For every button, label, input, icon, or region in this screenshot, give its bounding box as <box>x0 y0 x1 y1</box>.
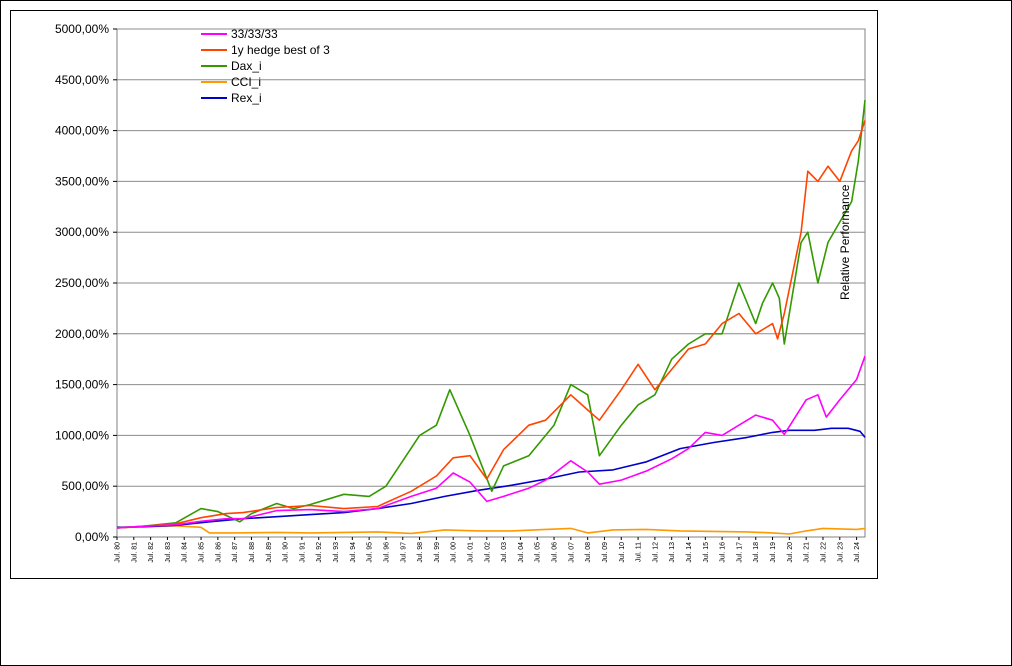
x-tick-label: Jul. 81 <box>131 542 138 563</box>
x-tick-label: Jul. 84 <box>182 542 189 563</box>
legend-label-rex-i: Rex_i <box>231 91 262 105</box>
x-tick-label: Jul. 83 <box>165 542 172 563</box>
y-tick-label: 0,00% <box>75 530 109 544</box>
y-tick-label: 3000,00% <box>55 225 109 239</box>
y-tick-label: 2000,00% <box>55 327 109 341</box>
x-tick-label: Jul. 12 <box>652 542 659 563</box>
x-tick-label: Jul. 02 <box>484 542 491 563</box>
x-tick-label: Jul. 92 <box>316 542 323 563</box>
x-tick-label: Jul. 15 <box>703 542 710 563</box>
legend-label-cci-i: CCI_i <box>231 75 261 89</box>
x-tick-label: Jul. 13 <box>669 542 676 563</box>
y-tick-label: 1500,00% <box>55 378 109 392</box>
x-tick-label: Jul. 99 <box>434 542 441 563</box>
series-lines <box>116 100 866 535</box>
y-tick-label: 4500,00% <box>55 73 109 87</box>
x-tick-label: Jul. 95 <box>367 542 374 563</box>
y-tick-label: 500,00% <box>62 479 110 493</box>
x-tick-label: Jul. 97 <box>400 542 407 563</box>
x-tick-label: Jul. 03 <box>501 542 508 563</box>
x-tick-label: Jul. 18 <box>753 542 760 563</box>
y-tick-label: 3500,00% <box>55 174 109 188</box>
x-tick-label: Jul. 98 <box>417 542 424 563</box>
y-tick-label: 4000,00% <box>55 124 109 138</box>
x-tick-label: Jul. 93 <box>333 542 340 563</box>
legend-label-1y-hedge-best-of-3: 1y hedge best of 3 <box>231 43 330 57</box>
x-tick-label: Jul. 06 <box>552 542 559 563</box>
x-tick-label: Jul. 24 <box>854 542 861 563</box>
x-tick-label: Jul. 05 <box>535 542 542 563</box>
legend: 33/33/33 1y hedge best of 3 Dax_i CCI_i Rex_… <box>201 27 330 105</box>
x-tick-label: Jul. 21 <box>804 542 811 563</box>
x-tick-label: Jul. 09 <box>602 542 609 563</box>
gridlines <box>117 28 865 487</box>
x-tick-label: Jul. 00 <box>451 542 458 563</box>
x-tick-label: Jul. 17 <box>736 542 743 563</box>
x-tick-label: Jul. 88 <box>249 542 256 563</box>
x-tick-label: Jul. 87 <box>232 542 239 563</box>
x-tick-label: Jul. 10 <box>619 542 626 563</box>
x-tick-label: Jul. 85 <box>199 542 206 563</box>
x-tick-label: Jul. 08 <box>585 542 592 563</box>
y-axis-ticks: 0,00% 500,00% 1000,00% 1500,00% 2000,00% 2500… <box>55 22 117 544</box>
x-tick-label: Jul. 11 <box>636 542 643 562</box>
y-tick-label: 5000,00% <box>55 22 109 36</box>
x-tick-label: Jul. 96 <box>383 542 390 563</box>
y-tick-label: 2500,00% <box>55 276 109 290</box>
x-tick-label: Jul. 07 <box>568 542 575 563</box>
x-tick-label: Jul. 04 <box>518 542 525 563</box>
y-tick-label: 1000,00% <box>55 428 109 442</box>
series-line-33-33-33 <box>116 355 866 529</box>
x-tick-label: Jul. 14 <box>686 542 693 563</box>
legend-label-33-33-33: 33/33/33 <box>231 27 278 41</box>
relative-performance-label: Relative Performance <box>838 184 852 300</box>
legend-label-dax-i: Dax_i <box>231 59 262 73</box>
x-tick-label: Jul. 90 <box>283 542 290 563</box>
series-line-dax-i <box>116 100 866 529</box>
x-tick-label: Jul. 80 <box>115 542 122 563</box>
x-tick-label: Jul. 23 <box>837 542 844 563</box>
x-tick-label: Jul. 01 <box>467 542 474 563</box>
series-line-cci-i <box>116 524 866 535</box>
x-tick-label: Jul. 16 <box>720 542 727 563</box>
x-tick-label: Jul. 94 <box>350 542 357 563</box>
series-line-1y-hedge-best-of-3 <box>116 120 866 529</box>
x-tick-label: Jul. 19 <box>770 542 777 563</box>
x-axis-ticks: Jul. 80 Jul. 81 Jul. 82 Jul. 83 Jul. 84 Jul. … <box>115 537 861 563</box>
x-tick-label: Jul. 20 <box>787 542 794 563</box>
x-tick-label: Jul. 22 <box>820 542 827 563</box>
x-tick-label: Jul. 91 <box>299 542 306 563</box>
x-tick-label: Jul. 89 <box>266 542 273 563</box>
x-tick-label: Jul. 82 <box>148 542 155 563</box>
x-tick-label: Jul. 86 <box>215 542 222 563</box>
